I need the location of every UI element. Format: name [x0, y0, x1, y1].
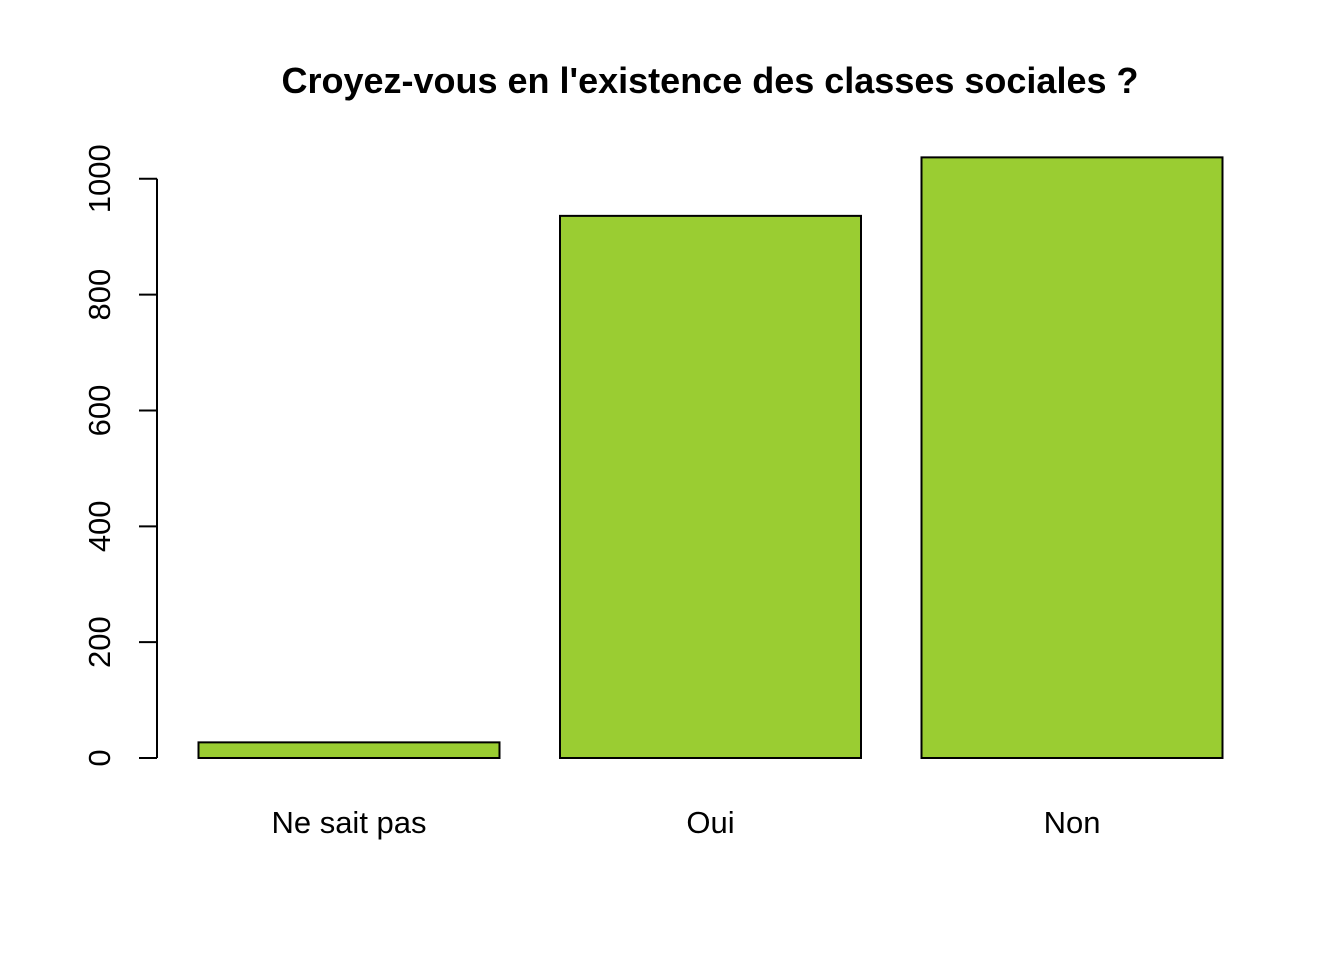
y-axis: 0 200 400 600 800 1000 [82, 144, 158, 767]
x-axis-labels: Ne sait pas Oui Non [271, 805, 1100, 840]
bars-group [197, 156, 1224, 760]
x-category-label: Oui [686, 805, 734, 840]
y-tick-label: 200 [82, 616, 117, 668]
y-tick-label: 800 [82, 269, 117, 321]
y-tick-label: 600 [82, 385, 117, 437]
x-category-label: Ne sait pas [271, 805, 426, 840]
bar-non [920, 156, 1224, 759]
y-tick-label: 1000 [82, 144, 117, 213]
chart-title: Croyez-vous en l'existence des classes s… [281, 60, 1138, 101]
y-tick-label: 400 [82, 500, 117, 552]
x-category-label: Non [1044, 805, 1101, 840]
bar-ne-sait-pas [197, 741, 501, 759]
y-tick-label: 0 [82, 749, 117, 766]
bar-oui [559, 214, 862, 760]
